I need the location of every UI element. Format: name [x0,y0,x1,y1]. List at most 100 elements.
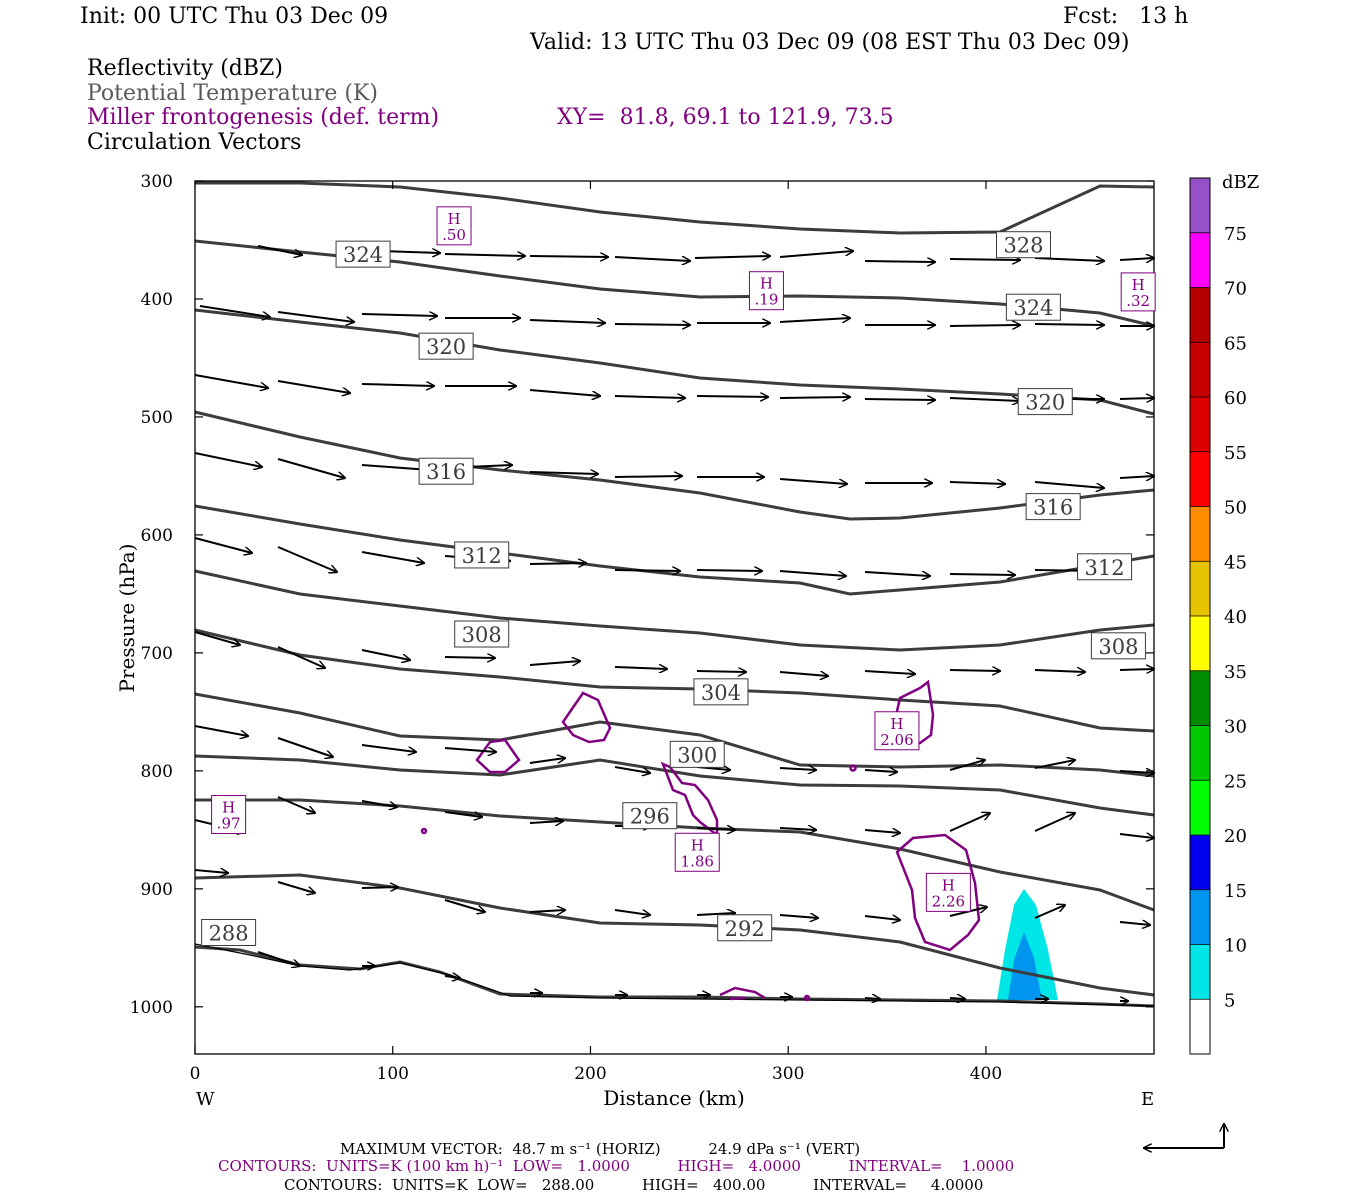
circulation-vector [1034,258,1104,261]
circulation-vector [277,380,350,393]
circulation-vector [949,398,1020,401]
y-tick-label: 300 [141,172,173,192]
theta-308 [194,628,1155,733]
circulation-vector [694,256,770,258]
circulation-vector [1119,922,1150,925]
theta-label-text: 292 [725,917,765,941]
colorbar-bin [1190,725,1210,781]
circulation-vector [614,570,680,571]
theta-contour-label: 308 [454,620,510,648]
theta-label-box [1025,493,1081,521]
theta-label-text: 320 [426,335,466,359]
frontogenesis-max-label: H.32 [1120,272,1156,312]
circulation-vector [949,670,1000,671]
theta-292 [194,873,1155,997]
fronto-label-box [748,271,784,311]
circulation-vector [277,881,315,893]
colorbar-label: 20 [1224,826,1247,847]
circulation-vector [864,261,935,262]
circulation-vector [1034,760,1075,769]
circulation-vector [277,646,325,668]
circulation-vector [614,667,667,669]
colorbar-bin [1190,342,1210,397]
fronto-contour [561,691,612,744]
circulation-vector [864,998,880,999]
circulation-vector [864,916,900,920]
circulation-vector [864,571,930,576]
circulation-vector [696,828,735,830]
fronto-label-value: .19 [755,291,779,309]
fronto-label-value: .32 [1126,292,1150,310]
circulation-vector [361,384,434,386]
circulation-vector [277,311,354,322]
theta-contour-label: 324 [335,240,391,268]
fronto-label-h: H [890,715,903,733]
init-time: Init: 00 UTC Thu 03 Dec 09 [80,4,389,29]
fronto-label-value: 2.26 [932,892,965,910]
theta-label-box [201,918,257,946]
circulation-vector [529,256,608,257]
reflectivity-colorbar: 5 10 15 20 25 30 35 40 45 50 55 60 65 70 75 dBZ [1189,172,1259,1055]
fronto-label-h: H [1132,276,1145,294]
theta-label-text: 300 [677,743,717,767]
circulation-vector [529,320,605,323]
colorbar-label: 35 [1224,662,1247,683]
circulation-vector [529,563,586,564]
theta-contour-label: 324 [1005,293,1061,321]
theta-label-box [622,802,678,830]
contours-fronto-note: CONTOURS: UNITS=K (100 km h)⁻¹ LOW= 1.00… [218,1157,1015,1175]
circulation-vector [614,909,650,915]
theta-label-text: 308 [1098,635,1138,659]
circulation-vector [614,766,650,773]
circulation-vector [614,396,685,398]
theta-label-text: 304 [701,681,741,705]
colorbar-bin [1190,287,1210,343]
theta-label-box [693,678,749,706]
circulation-vector [1034,670,1085,672]
colorbar-label: 45 [1224,552,1247,573]
frontogenesis-max-label: H1.86 [674,832,720,872]
theta-contour-label: 316 [1025,493,1081,521]
circulation-vector [1034,481,1104,488]
circulation-vector [194,537,252,553]
circulation-vector [529,472,598,474]
reference-vector [1144,1124,1224,1148]
theta-label-text: 320 [1025,391,1065,415]
circulation-vector [361,887,398,888]
theta-label-box [1077,553,1133,581]
contour-labels: 328 324 324 320 320 316 316 312 312 308 308 304 300 2… [201,206,1156,946]
circulation-vector [194,870,228,873]
y-tick-label: 500 [141,408,173,428]
y-tick-label: 1000 [130,998,173,1018]
theta-label-text: 308 [462,623,502,647]
contours-theta-note: CONTOURS: UNITS=K LOW= 288.00 HIGH= 400.… [284,1176,984,1194]
x-tick-label: 300 [772,1064,804,1084]
theta-316 [194,504,1155,596]
x-tick-label: 400 [970,1064,1002,1084]
x-axis-title: Distance (km) [603,1086,745,1110]
circulation-vector [444,899,485,912]
circulation-vector [614,256,690,261]
circulation-vector [361,744,416,752]
y-tick-label: 600 [141,526,173,546]
circulation-vector [779,828,816,830]
theta-contour-label: 320 [418,332,474,360]
colorbar-label: 5 [1224,990,1235,1011]
circulation-vector [529,389,600,396]
circulation-vector [779,397,850,398]
circulation-vector [1119,476,1154,478]
colorbar-bin [1190,397,1210,452]
colorbar-label: 60 [1224,388,1247,409]
max-vector-note: MAXIMUM VECTOR: 48.7 m s⁻¹ (HORIZ) 24.9 … [340,1140,861,1158]
theta-304 [194,692,1155,778]
theta-label-box [335,240,391,268]
valid-time: Valid: 13 UTC Thu 03 Dec 09 (08 EST Thu … [530,30,1130,55]
theta-label-box [1017,388,1073,416]
theta-label-box [454,620,510,648]
frontogenesis-max-label: H2.06 [874,711,920,751]
colorbar-label: 65 [1224,333,1247,354]
circulation-vector [1119,771,1154,773]
circulation-vector [444,811,482,817]
theta-label-box [1090,632,1146,660]
circulation-vector [277,796,315,813]
